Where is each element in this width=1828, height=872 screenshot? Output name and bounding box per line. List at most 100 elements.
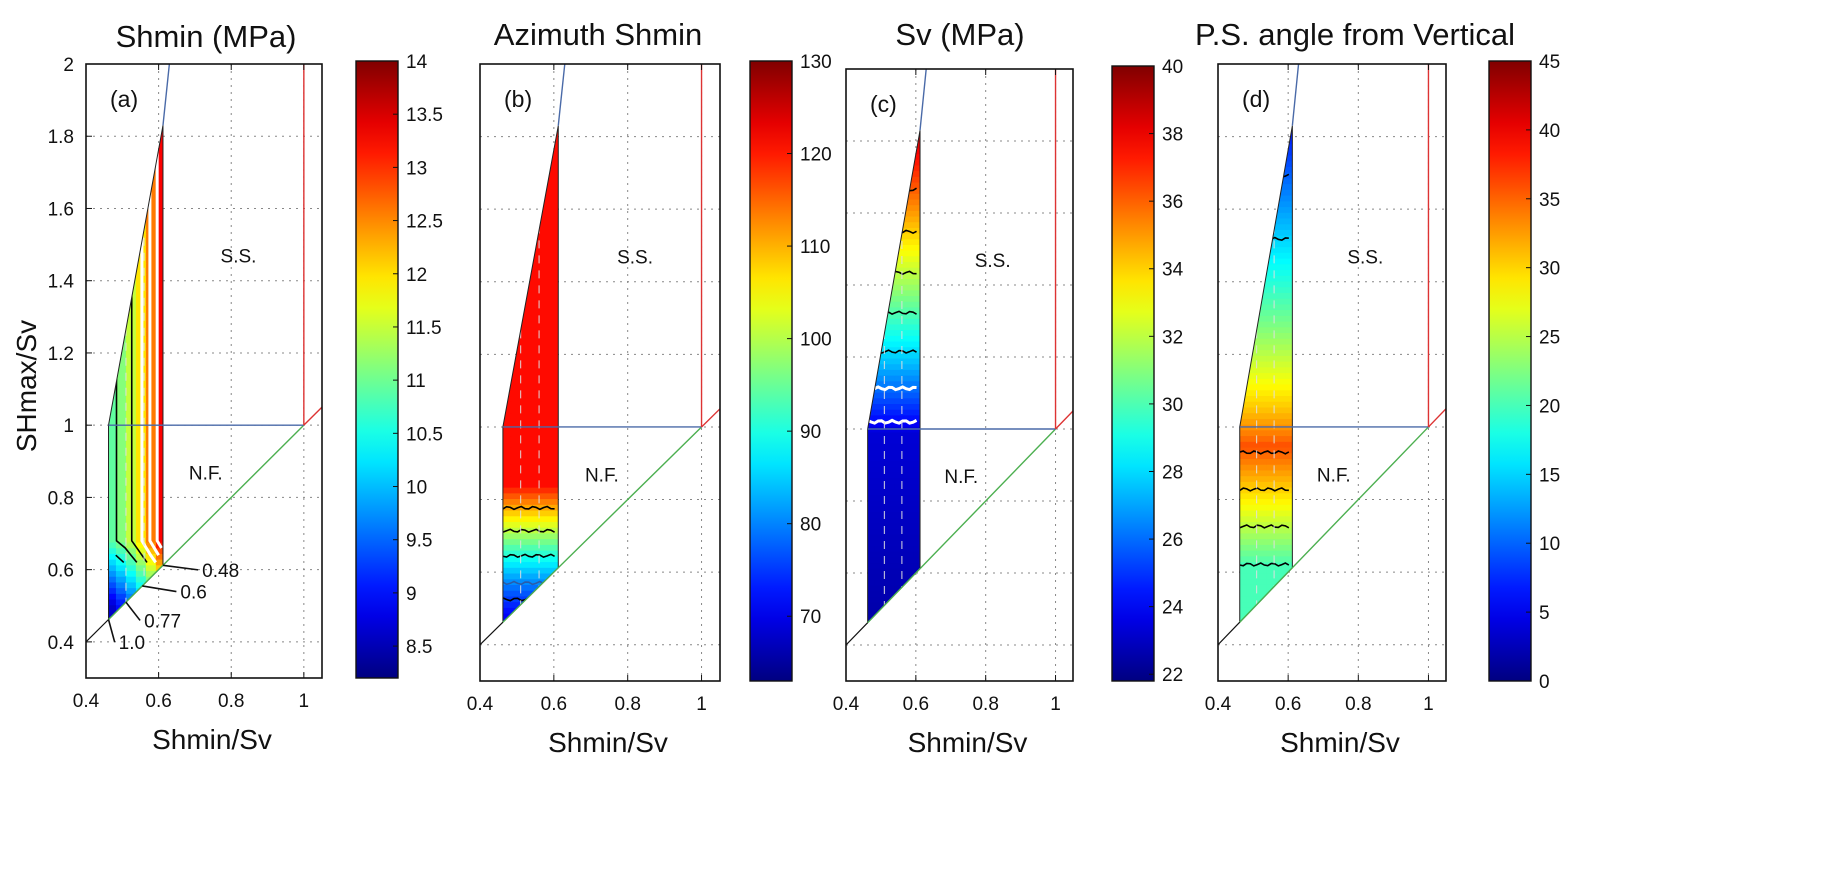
heatmap-cell bbox=[116, 115, 127, 121]
heatmap-cell bbox=[903, 488, 914, 495]
heatmap-cell bbox=[115, 371, 127, 378]
heatmap-cell bbox=[155, 416, 163, 423]
heatmap-cell bbox=[894, 329, 905, 336]
heatmap-cell bbox=[540, 212, 552, 219]
heatmap-cell bbox=[1256, 618, 1267, 623]
heatmap-cell bbox=[115, 154, 127, 161]
heatmap-cell bbox=[155, 405, 163, 412]
heatmap-cell bbox=[903, 392, 914, 399]
heatmap-cell bbox=[115, 502, 127, 509]
heatmap-cell bbox=[108, 296, 117, 304]
heatmap-cell bbox=[1266, 160, 1277, 167]
heatmap-cell bbox=[1275, 521, 1287, 528]
heatmap-cell bbox=[551, 532, 559, 540]
heatmap-cell bbox=[551, 412, 559, 419]
heatmap-cell bbox=[1246, 572, 1258, 580]
heatmap-cell bbox=[115, 291, 127, 298]
heatmap-cell bbox=[1266, 326, 1277, 334]
heatmap-cell bbox=[874, 233, 886, 240]
heatmap-cell bbox=[884, 153, 895, 160]
heatmap-cell bbox=[530, 269, 542, 276]
heatmap-cell bbox=[530, 338, 542, 345]
heatmap-cell bbox=[1285, 263, 1293, 271]
heatmap-cell bbox=[1266, 257, 1277, 265]
heatmap-cell bbox=[1256, 200, 1267, 208]
heatmap-cell bbox=[913, 539, 921, 546]
heatmap-cell bbox=[1246, 555, 1258, 563]
heatmap-cell bbox=[874, 522, 886, 529]
heatmap-cell bbox=[874, 306, 886, 314]
heatmap-cell bbox=[874, 505, 886, 512]
heatmap-cell bbox=[1239, 458, 1248, 465]
heatmap-cell bbox=[894, 465, 905, 473]
heatmap-cell bbox=[884, 130, 895, 138]
heatmap-cell bbox=[155, 125, 163, 127]
heatmap-cell bbox=[867, 477, 876, 484]
heatmap-cell bbox=[1285, 177, 1293, 185]
heatmap-cell bbox=[903, 250, 914, 257]
heatmap-cell bbox=[155, 342, 163, 349]
heatmap-cell bbox=[1266, 309, 1277, 316]
heatmap-cell bbox=[1266, 406, 1277, 414]
heatmap-cell bbox=[145, 598, 157, 606]
heatmap-cell bbox=[115, 325, 127, 332]
heatmap-cell bbox=[1239, 429, 1248, 437]
heatmap-cell bbox=[540, 257, 552, 265]
heatmap-cell bbox=[1239, 584, 1248, 591]
heatmap-cell bbox=[1239, 349, 1248, 356]
heatmap-cell bbox=[913, 295, 921, 302]
heatmap-cell bbox=[155, 194, 163, 201]
heatmap-cell bbox=[1285, 172, 1293, 179]
heatmap-cell bbox=[125, 182, 137, 190]
heatmap-cell bbox=[884, 607, 895, 615]
heatmap-cell bbox=[894, 312, 905, 319]
heatmap-cell bbox=[913, 164, 921, 172]
heatmap-cell bbox=[913, 522, 921, 529]
heatmap-cell bbox=[520, 584, 532, 591]
heatmap-cell bbox=[874, 579, 886, 586]
heatmap-cell bbox=[1275, 481, 1287, 488]
heatmap-cell bbox=[894, 528, 905, 535]
heatmap-cell bbox=[903, 352, 914, 359]
heatmap-cell bbox=[530, 280, 542, 288]
heatmap-cell bbox=[1239, 320, 1248, 328]
panel-label: (a) bbox=[110, 86, 138, 112]
heatmap-cell bbox=[115, 188, 127, 195]
heatmap-cell bbox=[108, 188, 117, 195]
heatmap-cell bbox=[145, 154, 157, 161]
heatmap-cell bbox=[867, 482, 876, 490]
heatmap-cell bbox=[551, 166, 559, 173]
heatmap-cell bbox=[903, 607, 914, 615]
heatmap-cell bbox=[530, 177, 542, 185]
heatmap-cell bbox=[874, 130, 886, 138]
heatmap-cell bbox=[502, 435, 512, 442]
heatmap-cell bbox=[1285, 189, 1293, 196]
heatmap-cell bbox=[884, 295, 895, 302]
heatmap-cell bbox=[115, 217, 127, 224]
heatmap-cell bbox=[530, 229, 542, 236]
heatmap-cell bbox=[520, 538, 532, 545]
heatmap-cell bbox=[874, 369, 886, 376]
heatmap-cell bbox=[125, 171, 137, 178]
heatmap-cell bbox=[903, 551, 914, 558]
heatmap-cell bbox=[520, 189, 532, 196]
heatmap-cell bbox=[540, 487, 552, 494]
contour-line bbox=[148, 143, 160, 556]
heatmap-cell bbox=[884, 590, 895, 598]
heatmap-cell bbox=[510, 567, 522, 574]
heatmap-cell bbox=[551, 475, 559, 482]
heatmap-cell bbox=[135, 131, 147, 138]
heatmap-cell bbox=[1246, 590, 1258, 597]
heatmap-cell bbox=[108, 604, 117, 611]
heatmap-cell bbox=[155, 296, 163, 304]
heatmap-cell bbox=[913, 619, 921, 623]
heatmap-cell bbox=[540, 269, 552, 276]
heatmap-cell bbox=[108, 148, 117, 156]
heatmap-cell bbox=[867, 261, 876, 268]
heatmap-cell bbox=[108, 359, 117, 366]
heatmap-cell bbox=[551, 125, 559, 127]
heatmap-cell bbox=[530, 355, 542, 362]
heatmap-cell bbox=[108, 262, 117, 270]
heatmap-field bbox=[867, 130, 921, 623]
